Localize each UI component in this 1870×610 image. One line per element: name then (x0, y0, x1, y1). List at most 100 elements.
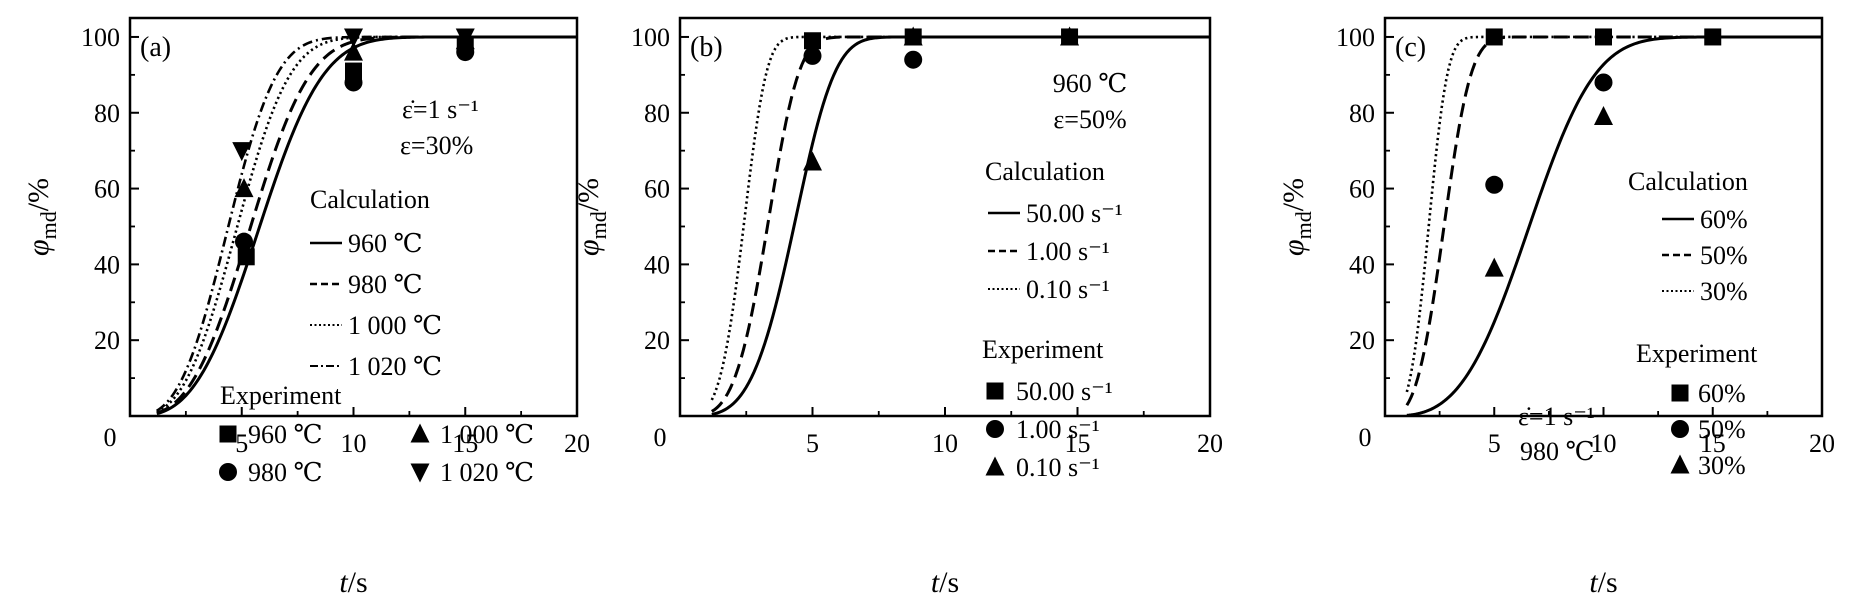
exp-point-circle (803, 46, 822, 65)
legend-calc-entry: 50.00 s⁻¹ (1026, 199, 1123, 228)
legend-calc-entry: 1 000 ℃ (348, 311, 442, 340)
y-tick-label: 60 (644, 175, 670, 204)
legend-calc-title: Calculation (310, 185, 430, 214)
exp-point-circle (344, 73, 363, 92)
legend-exp-marker (219, 463, 237, 481)
legend-calc-entry: 1 020 ℃ (348, 352, 442, 381)
legend-calc-entry: 30% (1700, 277, 1748, 306)
x-axis-label: t/s (931, 566, 959, 599)
legend-calc-title: Calculation (985, 157, 1105, 186)
legend-exp-entry: 980 ℃ (248, 458, 323, 487)
y-axis-label: φmd/% (572, 178, 611, 256)
calc-curve-4 (156, 35, 577, 412)
exp-point-triangle (803, 151, 822, 171)
legend-exp-title: Experiment (982, 335, 1104, 364)
x-tick-label: 10 (341, 429, 367, 458)
legend-exp-entry: 1 000 ℃ (440, 420, 534, 449)
exp-point-square (1595, 28, 1612, 46)
y-tick-label: 20 (1349, 326, 1375, 355)
panel-label: (c) (1395, 32, 1426, 63)
legend-exp-marker (986, 420, 1004, 438)
exp-point-square (1704, 28, 1722, 46)
x-axis-label: t/s (1589, 566, 1617, 599)
legend-exp-marker (986, 382, 1004, 400)
x-axis-label: t/s (339, 566, 367, 599)
calc-curve-1 (711, 35, 1210, 416)
legend-exp-marker (985, 456, 1005, 476)
condition-strain-rate: ε̇=1 s⁻¹ (1518, 402, 1595, 431)
y-tick-label: 100 (631, 23, 670, 52)
x-tick-label: 5 (806, 429, 819, 458)
exp-point-square (1485, 28, 1503, 46)
y-axis-label: φmd/% (22, 178, 61, 256)
legend-exp-marker (1670, 454, 1690, 474)
legend-exp-marker (1671, 384, 1689, 402)
legend-exp-entry: 1.00 s⁻¹ (1016, 415, 1100, 444)
x-tick-label: 15 (452, 429, 478, 458)
exp-point-triangle-down (344, 28, 363, 48)
x-tick-label: 5 (1488, 429, 1501, 458)
legend-exp-entry: 960 ℃ (248, 420, 323, 449)
x-tick-label: 10 (932, 429, 958, 458)
legend-exp-entry: 0.10 s⁻¹ (1016, 453, 1100, 482)
y-tick-label: 60 (1349, 175, 1375, 204)
y-axis-label: φmd/% (1277, 178, 1316, 256)
condition-temperature: 980 ℃ (1520, 437, 1595, 466)
x-tick-label: 0 (654, 423, 667, 452)
calc-curve-3 (1405, 35, 1822, 393)
legend-calc-entry: 980 ℃ (348, 270, 423, 299)
x-tick-label: 20 (1197, 429, 1223, 458)
exp-point-square (237, 248, 255, 266)
exp-point-triangle-down (232, 142, 252, 162)
x-tick-label: 5 (235, 429, 248, 458)
x-tick-label: 10 (1591, 429, 1617, 458)
legend-exp-marker (219, 425, 237, 443)
legend-exp-marker (410, 423, 430, 443)
exp-point-triangle (234, 178, 254, 198)
y-tick-label: 80 (94, 99, 120, 128)
x-tick-label: 15 (1700, 429, 1726, 458)
condition-strain-rate: ε̇=1 s⁻¹ (402, 95, 479, 124)
y-tick-label: 80 (644, 99, 670, 128)
legend-calc-entry: 0.10 s⁻¹ (1026, 275, 1110, 304)
exp-point-circle (1594, 73, 1613, 92)
y-tick-label: 60 (94, 175, 120, 204)
exp-point-circle (904, 50, 923, 69)
y-tick-label: 100 (81, 23, 120, 52)
exp-point-triangle-down (455, 28, 475, 48)
exp-point-circle (1485, 175, 1504, 194)
legend-calc-entry: 50% (1700, 241, 1748, 270)
y-tick-label: 40 (1349, 250, 1375, 279)
condition-temperature: 960 ℃ (1053, 69, 1128, 98)
y-tick-label: 100 (1336, 23, 1375, 52)
x-tick-label: 0 (104, 423, 117, 452)
condition-strain: ε=30% (400, 131, 473, 160)
legend-exp-entry: 50% (1698, 415, 1746, 444)
exp-point-triangle (1594, 106, 1613, 126)
exp-point-triangle (903, 26, 923, 46)
legend-exp-marker (410, 463, 430, 483)
x-tick-label: 20 (1809, 429, 1835, 458)
calc-curve-2 (710, 35, 1210, 413)
legend-exp-title: Experiment (220, 381, 342, 410)
chart-panel-3: 0 5 10 15 20 20 40 60 80 100 t/s φmd/% (c) Calculatio… (1277, 16, 1835, 599)
calc-curve-1 (1406, 35, 1822, 417)
y-tick-label: 20 (644, 326, 670, 355)
exp-point-triangle (1060, 26, 1080, 46)
condition-strain: ε=50% (1053, 105, 1126, 134)
x-tick-label: 15 (1065, 429, 1091, 458)
exp-point-triangle (1484, 257, 1504, 277)
legend-exp-marker (1671, 420, 1689, 438)
legend-calc-entry: 960 ℃ (348, 229, 423, 258)
legend-exp-entry: 50.00 s⁻¹ (1016, 377, 1113, 406)
calc-curve-3 (710, 35, 1210, 401)
panel-label: (a) (140, 32, 171, 63)
chart-panel-2: 0 5 10 15 20 20 40 60 80 100 t/s φmd/% (b) 960 ℃ ε=50%… (572, 16, 1223, 599)
x-tick-label: 20 (564, 429, 590, 458)
legend-exp-entry: 60% (1698, 379, 1746, 408)
exp-point-triangle (344, 41, 363, 61)
y-tick-label: 40 (94, 250, 120, 279)
y-tick-label: 40 (644, 250, 670, 279)
chart-panel-1: 0 5 10 15 20 20 40 60 80 100 t/s φmd/% (a) ε̇=1 s⁻¹ ε=… (22, 16, 590, 599)
